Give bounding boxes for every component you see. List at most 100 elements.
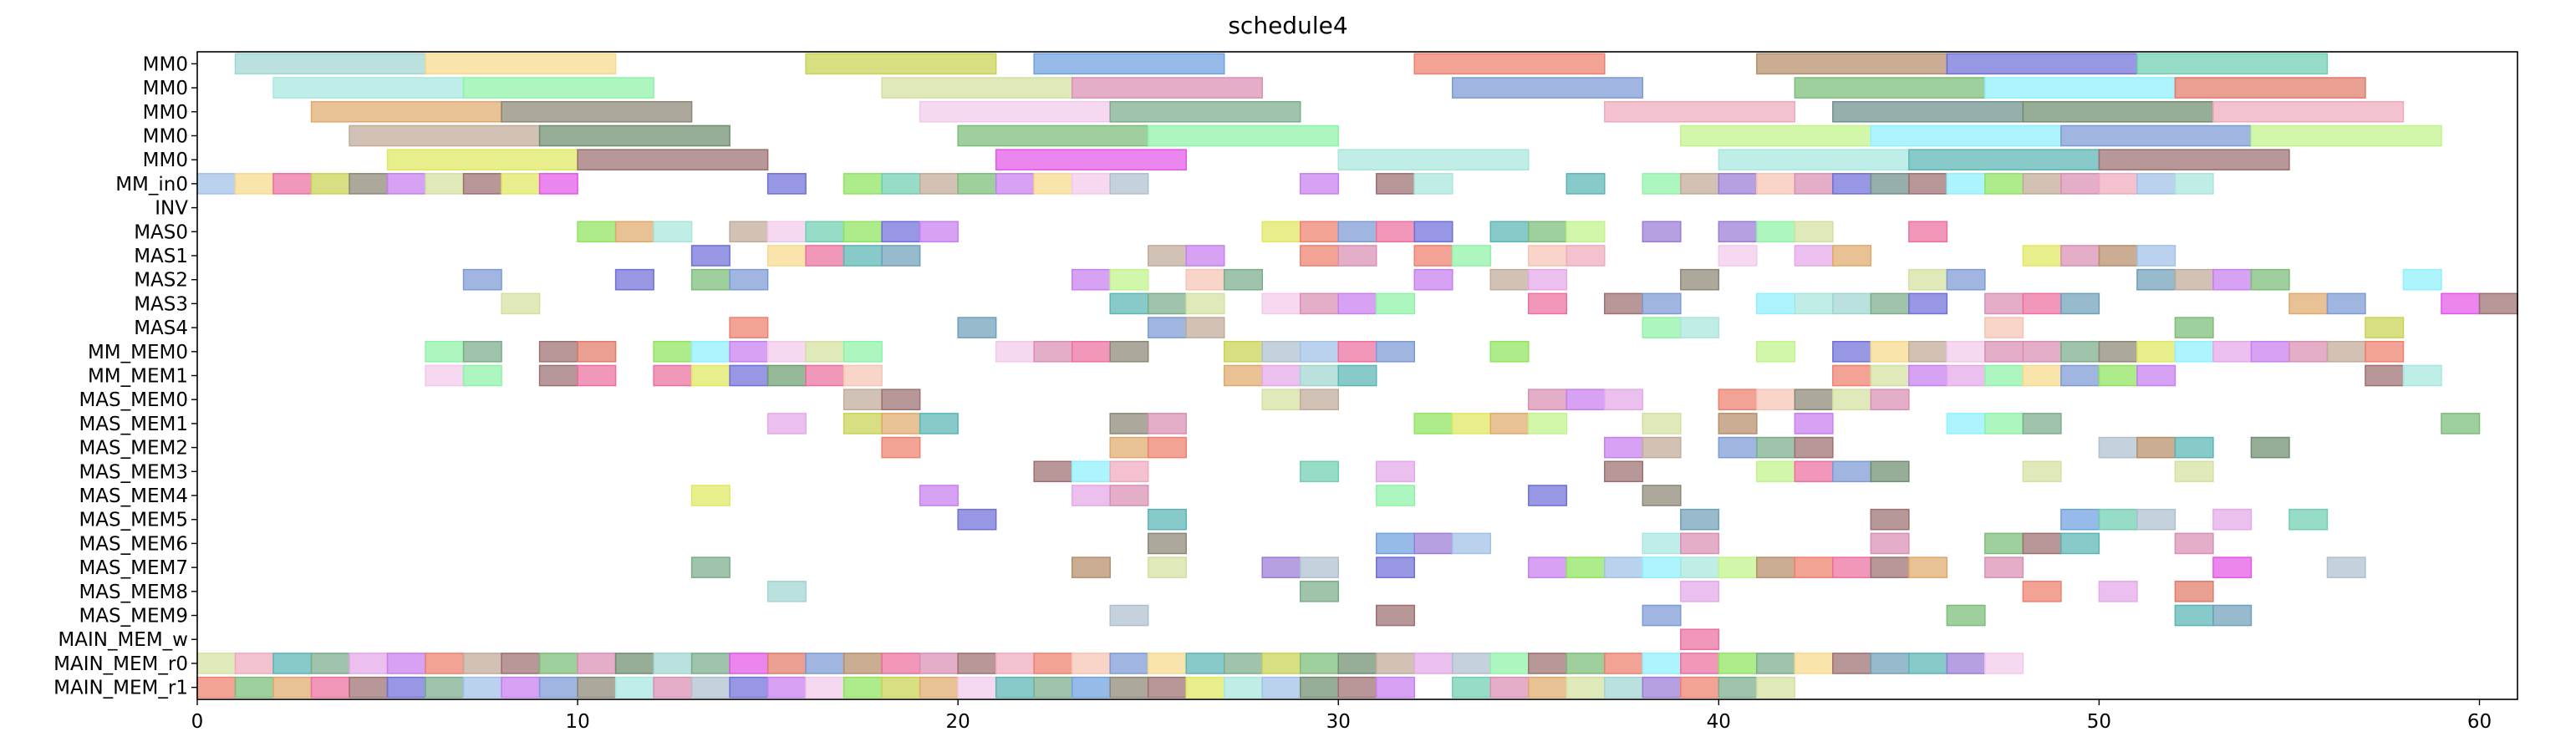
gantt-bar	[614, 221, 654, 243]
gantt-bar	[614, 676, 654, 699]
gantt-bar	[1908, 173, 1948, 195]
gantt-bar	[881, 245, 921, 267]
gantt-bar	[310, 676, 350, 699]
gantt-bar	[843, 245, 883, 267]
gantt-bar	[1489, 653, 1530, 674]
gantt-bar	[349, 653, 389, 674]
gantt-bar	[1604, 460, 1644, 483]
gantt-bar	[766, 364, 807, 387]
gantt-bar	[1489, 221, 1530, 243]
gantt-bar	[1832, 340, 1872, 363]
gantt-bar	[386, 653, 426, 674]
gantt-bar	[425, 53, 617, 75]
gantt-bar	[1147, 508, 1187, 531]
gantt-bar	[805, 53, 997, 75]
gantt-bar	[1794, 413, 1834, 434]
gantt-bar	[1337, 292, 1377, 315]
gantt-bar	[462, 77, 654, 99]
gantt-bar	[1984, 532, 2024, 555]
gantt-bar	[805, 245, 845, 267]
gantt-bar	[805, 364, 845, 387]
gantt-bar	[1832, 100, 2024, 123]
gantt-bar	[1870, 389, 1910, 411]
gantt-bar	[919, 485, 959, 506]
gantt-bar	[1033, 653, 1073, 674]
gantt-bar	[1718, 149, 1910, 170]
gantt-bar	[690, 485, 731, 506]
gantt-bar	[462, 340, 502, 363]
gantt-bar	[729, 340, 769, 363]
gantt-bar	[1071, 653, 1111, 674]
gantt-bar	[2022, 245, 2062, 267]
gantt-bar	[1718, 436, 1758, 459]
gantt-bar	[766, 173, 807, 195]
gantt-bar	[538, 173, 578, 195]
y-tick-label: MAS2	[134, 270, 188, 292]
gantt-bar	[2022, 340, 2062, 363]
gantt-bar	[2174, 268, 2214, 291]
chart-title: schedule4	[1228, 12, 1348, 39]
gantt-bar	[1528, 268, 1568, 291]
gantt-bar	[1794, 556, 1834, 578]
gantt-bar	[957, 124, 1149, 147]
gantt-bar	[766, 221, 807, 243]
y-tick-label: MM_in0	[115, 174, 188, 196]
gantt-bar	[1946, 364, 1986, 387]
gantt-bar	[1870, 508, 1910, 531]
y-tick-label: MAS0	[134, 221, 188, 243]
gantt-bar	[2060, 173, 2100, 195]
gantt-bar	[1413, 173, 1453, 195]
gantt-bar	[1642, 676, 1682, 699]
gantt-bar	[729, 676, 769, 699]
y-tick-label: MM0	[143, 102, 188, 124]
gantt-bar	[1984, 340, 2024, 363]
gantt-bar	[653, 221, 693, 243]
gantt-bar	[805, 221, 845, 243]
gantt-bar	[1033, 676, 1073, 699]
gantt-bar	[1870, 124, 2062, 147]
gantt-bar	[1452, 532, 1492, 555]
gantt-bar	[1756, 389, 1796, 411]
gantt-bar	[881, 77, 1073, 99]
y-tick-label: MAS_MEM4	[79, 485, 188, 507]
gantt-bar	[1680, 581, 1720, 602]
gantt-bar	[1756, 292, 1796, 315]
gantt-bar	[1984, 292, 2024, 315]
bars-layer	[196, 53, 2518, 699]
gantt-bar	[2174, 317, 2214, 338]
gantt-bar	[1832, 364, 1872, 387]
gantt-bar	[1109, 436, 1149, 459]
y-tick-label: INV	[155, 198, 188, 220]
gantt-bar	[1642, 604, 1682, 627]
gantt-bar	[1756, 53, 1948, 75]
gantt-bar	[2212, 340, 2253, 363]
y-tick-label: MM0	[143, 150, 188, 171]
gantt-bar	[919, 173, 959, 195]
gantt-bar	[1756, 676, 1796, 699]
gantt-bar	[957, 653, 997, 674]
gantt-bar	[386, 676, 426, 699]
gantt-bar	[766, 581, 807, 602]
gantt-bar	[1413, 413, 1453, 434]
gantt-bar	[2060, 292, 2100, 315]
gantt-bar	[1604, 556, 1644, 578]
gantt-bar	[1642, 413, 1682, 434]
gantt-bar	[1376, 340, 1416, 363]
x-tick-label: 20	[946, 711, 970, 733]
gantt-bar	[501, 653, 541, 674]
gantt-bar	[1756, 173, 1796, 195]
gantt-bar	[1147, 124, 1339, 147]
gantt-bar	[2212, 268, 2253, 291]
gantt-bar	[2212, 604, 2253, 627]
gantt-bar	[538, 653, 578, 674]
gantt-bar	[843, 364, 883, 387]
gantt-bar	[1794, 436, 1834, 459]
gantt-bar	[538, 676, 578, 699]
gantt-bar	[1870, 173, 1910, 195]
gantt-bar	[1718, 173, 1758, 195]
gantt-bar	[1718, 413, 1758, 434]
gantt-bar	[1185, 292, 1225, 315]
gantt-bar	[2250, 124, 2442, 147]
gantt-bar	[234, 676, 274, 699]
